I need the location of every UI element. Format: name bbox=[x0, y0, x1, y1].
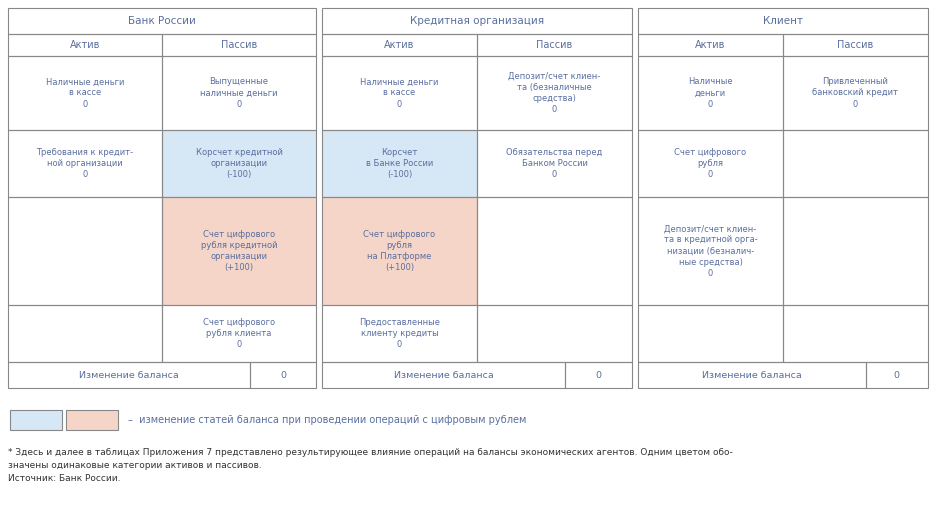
Bar bbox=[8, 34, 162, 56]
Text: Изменение баланса: Изменение баланса bbox=[702, 371, 802, 380]
Text: Привлеченный
банковский кредит
0: Привлеченный банковский кредит 0 bbox=[812, 78, 899, 109]
Bar bbox=[162, 197, 316, 305]
Text: Пассив: Пассив bbox=[536, 40, 573, 50]
Text: Требования к кредит-
ной организации
0: Требования к кредит- ной организации 0 bbox=[37, 148, 134, 179]
Text: 0: 0 bbox=[894, 371, 899, 380]
Bar bbox=[638, 197, 783, 305]
Text: Актив: Актив bbox=[385, 40, 415, 50]
Bar bbox=[565, 362, 632, 388]
Text: Наличные
деньги
0: Наличные деньги 0 bbox=[688, 78, 733, 109]
Text: Корсчет
в Банке России
(-100): Корсчет в Банке России (-100) bbox=[366, 148, 433, 179]
Bar bbox=[477, 56, 632, 130]
Text: Изменение баланса: Изменение баланса bbox=[79, 371, 179, 380]
Bar bbox=[638, 34, 783, 56]
Text: Клиент: Клиент bbox=[763, 16, 803, 26]
Text: Предоставленные
клиенту кредиты
0: Предоставленные клиенту кредиты 0 bbox=[359, 318, 440, 349]
Text: Выпущенные
наличные деньги
0: Выпущенные наличные деньги 0 bbox=[200, 78, 278, 109]
Text: Кредитная организация: Кредитная организация bbox=[410, 16, 544, 26]
Bar bbox=[8, 305, 162, 362]
Bar bbox=[66, 410, 118, 430]
Bar bbox=[162, 34, 316, 56]
Text: 0: 0 bbox=[280, 371, 285, 380]
Bar bbox=[8, 362, 250, 388]
Bar bbox=[162, 56, 316, 130]
Bar bbox=[783, 56, 928, 130]
Bar bbox=[783, 305, 928, 362]
Bar bbox=[8, 130, 162, 197]
Bar bbox=[322, 130, 477, 197]
Text: Актив: Актив bbox=[70, 40, 100, 50]
Bar bbox=[783, 34, 928, 56]
Bar bbox=[322, 56, 477, 130]
Text: –  изменение статей баланса при проведении операций с цифровым рублем: – изменение статей баланса при проведени… bbox=[128, 415, 526, 425]
Bar bbox=[638, 8, 928, 34]
Text: Пассив: Пассив bbox=[221, 40, 257, 50]
Text: * Здесь и далее в таблицах Приложения 7 представлено результирующее влияние опер: * Здесь и далее в таблицах Приложения 7 … bbox=[8, 448, 733, 457]
Text: Депозит/счет клиен-
та в кредитной орга-
низации (безналич-
ные средства)
0: Депозит/счет клиен- та в кредитной орга-… bbox=[664, 224, 757, 278]
Bar bbox=[8, 8, 316, 34]
Text: Наличные деньги
в кассе
0: Наличные деньги в кассе 0 bbox=[46, 78, 124, 109]
Bar bbox=[322, 362, 565, 388]
Bar bbox=[322, 197, 477, 305]
Bar bbox=[162, 197, 316, 305]
Bar bbox=[638, 56, 783, 130]
Text: Депозит/счет клиен-
та (безналичные
средства)
0: Депозит/счет клиен- та (безналичные сред… bbox=[508, 72, 601, 114]
Bar bbox=[638, 362, 866, 388]
Bar bbox=[322, 8, 632, 34]
Bar bbox=[8, 197, 162, 305]
Text: Актив: Актив bbox=[695, 40, 725, 50]
Bar bbox=[10, 410, 62, 430]
Text: Счет цифрового
рубля клиента
0: Счет цифрового рубля клиента 0 bbox=[203, 318, 275, 349]
Text: Пассив: Пассив bbox=[838, 40, 873, 50]
Bar bbox=[783, 197, 928, 305]
Bar bbox=[322, 130, 477, 197]
Text: Счет цифрового
рубля
0: Счет цифрового рубля 0 bbox=[675, 148, 747, 179]
Text: Источник: Банк России.: Источник: Банк России. bbox=[8, 474, 121, 483]
Text: 0: 0 bbox=[595, 371, 602, 380]
Text: Банк России: Банк России bbox=[128, 16, 196, 26]
Bar bbox=[638, 305, 783, 362]
Bar bbox=[866, 362, 928, 388]
Bar bbox=[322, 305, 477, 362]
Bar bbox=[638, 130, 783, 197]
Bar bbox=[162, 130, 316, 197]
Text: Счет цифрового
рубля кредитной
организации
(+100): Счет цифрового рубля кредитной организац… bbox=[200, 230, 277, 272]
Text: Изменение баланса: Изменение баланса bbox=[394, 371, 493, 380]
Bar bbox=[477, 197, 632, 305]
Bar bbox=[477, 305, 632, 362]
Text: Счет цифрового
рубля
на Платформе
(+100): Счет цифрового рубля на Платформе (+100) bbox=[363, 230, 435, 272]
Text: Обязательства перед
Банком России
0: Обязательства перед Банком России 0 bbox=[506, 148, 603, 179]
Bar bbox=[162, 305, 316, 362]
Bar bbox=[477, 34, 632, 56]
Bar bbox=[8, 56, 162, 130]
Text: значены одинаковые категории активов и пассивов.: значены одинаковые категории активов и п… bbox=[8, 461, 262, 470]
Bar bbox=[250, 362, 316, 388]
Bar bbox=[162, 130, 316, 197]
Bar bbox=[322, 197, 477, 305]
Bar bbox=[322, 34, 477, 56]
Text: Наличные деньги
в кассе
0: Наличные деньги в кассе 0 bbox=[360, 78, 439, 109]
Bar bbox=[477, 130, 632, 197]
Text: Корсчет кредитной
организации
(-100): Корсчет кредитной организации (-100) bbox=[196, 148, 283, 179]
Bar bbox=[783, 130, 928, 197]
